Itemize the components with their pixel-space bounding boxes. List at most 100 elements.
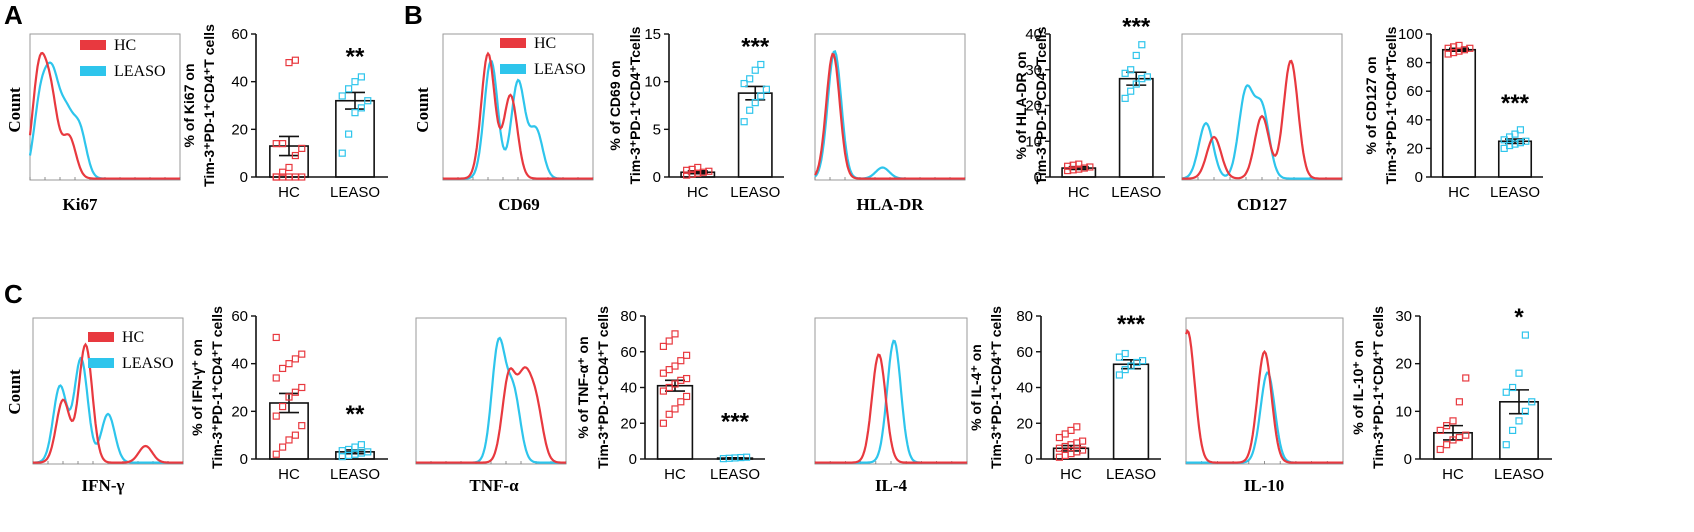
- bar-il10-point-hc: [1449, 417, 1457, 425]
- bar-cd69-point-leaso: [740, 79, 748, 88]
- bar-cd127-ytick-label: 20: [1406, 140, 1423, 157]
- bar-il4-ytick-label: 60: [1016, 344, 1033, 361]
- bar-ifng-point-hc: [285, 436, 293, 444]
- bar-ifng-bar-chart: 0 20 40 60 % of IFN-γ⁺ on Tim-3⁺PD-1⁺CD4⁺T ce…: [189, 306, 388, 483]
- hist-tnfa-curve-hc: [416, 366, 566, 464]
- bar-ifng-ytick-label: 40: [231, 356, 248, 373]
- bar-cd127-ytick-label: 80: [1406, 55, 1423, 72]
- hist-ki67-ylabel: Count: [5, 87, 24, 133]
- bar-ki67-point-leaso: [364, 97, 372, 105]
- bar-hladr-point-hc: [1086, 163, 1094, 171]
- bar-tnfa-ytick-label: 0: [629, 451, 637, 468]
- bar-tnfa-point-hc: [665, 366, 673, 374]
- bar-il4-ytick-label: 80: [1016, 308, 1033, 325]
- bar-ki67-point-leaso: [345, 130, 353, 138]
- bar-ifng-xtick-label-leaso: LEASO: [330, 466, 380, 483]
- bar-tnfa-ylabel-line1: % of TNF-α⁺ on: [575, 336, 591, 438]
- hist-ki67-xlabel: Ki67: [63, 195, 98, 214]
- bar-il10-point-leaso: [1528, 398, 1536, 406]
- bar-il10-ytick-label: 0: [1404, 451, 1412, 468]
- bar-hladr-point-leaso: [1143, 73, 1151, 81]
- hist-cd69-legend-label-hc: HC: [534, 35, 556, 52]
- bar-cd127-bar-hc: [1441, 48, 1477, 178]
- bar-il4-ylabel-line2: Tim-3⁺PD-1⁺CD4⁺T cells: [988, 306, 1004, 469]
- bar-cd69-significance: ***: [741, 34, 770, 61]
- bar-cd69-ylabel-line1: % of CD69 on: [607, 60, 623, 150]
- bar-ki67-point-leaso: [357, 104, 365, 112]
- hist-cd127-curve-hc: [1182, 59, 1342, 180]
- bar-tnfa-ytick-label: 80: [620, 308, 637, 325]
- bar-ifng-xtick-label-hc: HC: [278, 466, 300, 483]
- hist-ifng-legend-label-leaso: LEASO: [122, 355, 174, 372]
- bar-tnfa-point-hc: [677, 357, 685, 365]
- bar-il4-bar-chart: 0 20 40 60 80 % of IL-4⁺ on Tim-3⁺PD-1⁺CD4⁺T c…: [968, 306, 1161, 483]
- hist-ki67-legend-swatch-leaso: [80, 66, 106, 76]
- bar-ki67-point-leaso: [351, 109, 359, 117]
- bar-cd127-point-leaso: [1522, 137, 1530, 145]
- bar-il10-point-hc: [1443, 441, 1451, 449]
- bar-ifng-point-hc: [291, 388, 299, 396]
- bar-cd127-xtick-label-hc: HC: [1448, 184, 1470, 201]
- hist-ki67-curve-hc: [28, 51, 180, 180]
- bar-ifng-ylabel-line2: Tim-3⁺PD-1⁺CD4⁺T cells: [209, 306, 225, 469]
- hist-ki67-curve-leaso: [28, 61, 180, 180]
- bar-hladr-point-leaso: [1138, 41, 1146, 49]
- hist-ifng-ylabel: Count: [5, 369, 24, 415]
- bar-hladr-ytick-label: 30: [1025, 62, 1042, 79]
- bar-cd69-point-leaso: [746, 75, 754, 83]
- bar-hladr-point-leaso: [1132, 80, 1140, 88]
- bar-tnfa-point-hc: [665, 337, 673, 345]
- bar-cd69-ytick-label: 15: [644, 26, 661, 43]
- hist-cd127-xlabel: CD127: [1237, 195, 1288, 214]
- bar-il10-ylabel-line2: Tim-3⁺PD-1⁺CD4⁺T cells: [1370, 306, 1386, 469]
- hist-cd69-histogram: CD69 Count HC LEASO: [413, 33, 594, 214]
- bar-il10-point-leaso: [1515, 417, 1523, 425]
- bar-ifng-ytick-label: 0: [240, 451, 248, 468]
- bar-ki67-point-hc: [285, 163, 293, 172]
- bar-ki67-point-hc: [291, 56, 299, 64]
- hist-il4-histogram: IL-4: [814, 317, 968, 495]
- hist-ki67-frame: [29, 33, 181, 181]
- bar-tnfa-point-leaso: [742, 453, 751, 461]
- bar-il4-ylabel-line1: % of IL-4⁺ on: [968, 344, 984, 431]
- hist-cd69-legend-swatch-hc: [500, 38, 526, 48]
- bar-cd127-point-leaso: [1516, 126, 1525, 134]
- bar-cd69-ylabel-line2: Tim-3⁺PD-1⁺CD4⁺Tcells: [627, 26, 643, 184]
- bar-il10-bar-chart: 0 10 20 30 % of IL-10⁺ on Tim-3⁺PD-1⁺CD4⁺T ce…: [1350, 304, 1552, 483]
- bar-il4-point-leaso: [1138, 357, 1147, 365]
- hist-ki67-legend-swatch-hc: [80, 40, 106, 50]
- bar-cd69-ytick-label: 5: [653, 121, 661, 138]
- bar-ki67-point-hc: [298, 173, 306, 181]
- bar-ifng-point-hc: [272, 374, 280, 382]
- bar-ki67-point-hc: [298, 144, 306, 152]
- bar-cd69-point-hc: [694, 163, 702, 172]
- bar-hladr-ytick-label: 20: [1025, 98, 1042, 115]
- bar-hladr-ylabel-line1: % of HLA-DR on: [1013, 51, 1029, 159]
- bar-tnfa-ytick-label: 40: [620, 380, 637, 397]
- hist-ki67-histogram: Ki67 Count HC LEASO: [5, 33, 181, 214]
- hist-cd69-xlabel: CD69: [498, 195, 540, 214]
- hist-ki67-legend-label-leaso: LEASO: [114, 63, 166, 80]
- bar-ki67-ytick-label: 40: [231, 74, 248, 91]
- bar-il4-ytick-label: 20: [1016, 415, 1033, 432]
- bar-il10-point-leaso: [1515, 369, 1523, 377]
- bar-tnfa-point-hc: [682, 351, 691, 359]
- hist-ifng-xlabel: IFN-γ: [82, 476, 125, 495]
- bar-tnfa-xtick-label-hc: HC: [664, 466, 686, 483]
- bar-cd69-bar-chart: 0 5 10 15 % of CD69 on Tim-3⁺PD-1⁺CD4⁺Tcells H…: [607, 26, 784, 201]
- bar-ifng-point-hc: [279, 402, 287, 411]
- bar-hladr-point-leaso: [1127, 66, 1135, 74]
- bar-ki67-point-leaso: [338, 92, 346, 100]
- bar-ki67-ylabel-line1: % of Ki67 on: [181, 63, 197, 147]
- bar-tnfa-point-hc: [671, 330, 679, 338]
- bar-hladr-bar-leaso: [1118, 77, 1154, 178]
- bar-cd127-point-hc: [1455, 41, 1463, 50]
- bar-tnfa-bar-chart: 0 20 40 60 80 % of TNF-α⁺ on Tim-3⁺PD-1⁺CD4⁺T …: [575, 306, 765, 483]
- bar-il4-point-hc: [1055, 433, 1064, 442]
- bar-il4-point-hc: [1061, 430, 1069, 438]
- panel-letter-c: C: [4, 279, 23, 309]
- bar-hladr-bar-chart: 0 10 20 30 40 % of HLA-DR on Tim-3⁺PD-1⁺CD4⁺Tc…: [1013, 14, 1165, 201]
- bar-ifng-point-hc: [298, 350, 306, 358]
- bar-tnfa-point-hc: [671, 362, 679, 370]
- bar-il4-point-leaso: [1121, 349, 1129, 358]
